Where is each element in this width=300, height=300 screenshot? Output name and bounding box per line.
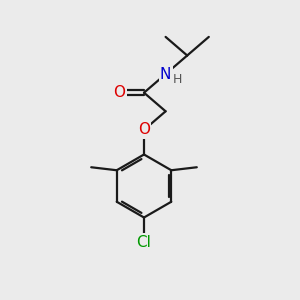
Text: O: O	[113, 85, 125, 100]
Text: O: O	[138, 122, 150, 137]
Text: H: H	[172, 73, 182, 86]
Text: N: N	[160, 67, 171, 82]
Text: Cl: Cl	[136, 235, 152, 250]
